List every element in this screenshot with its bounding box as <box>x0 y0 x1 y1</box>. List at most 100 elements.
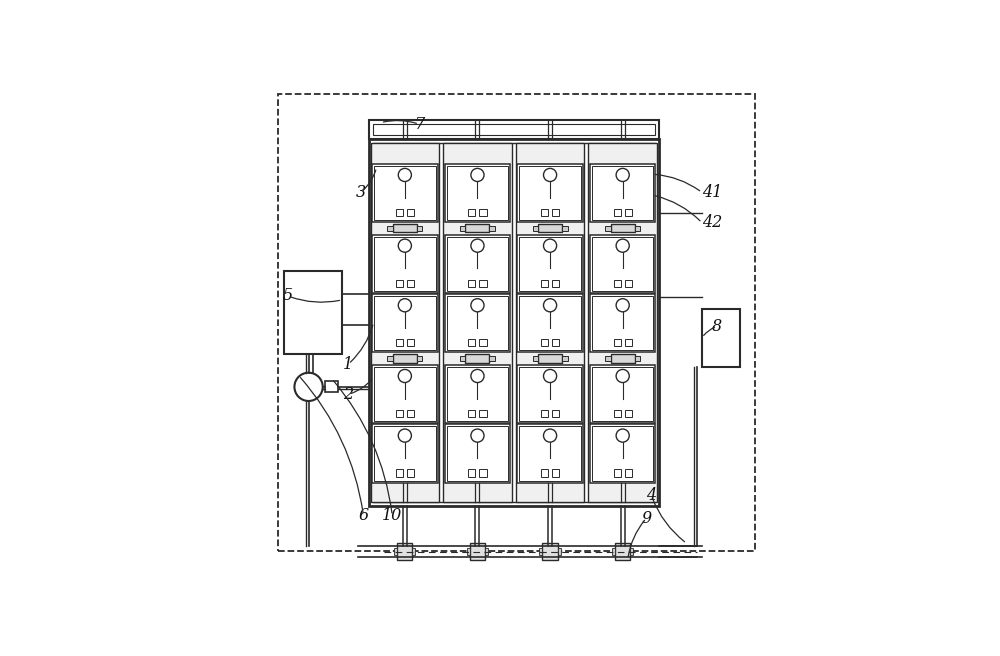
Bar <box>533 226 538 230</box>
Bar <box>397 543 412 560</box>
Circle shape <box>616 298 629 312</box>
Bar <box>517 235 583 293</box>
Bar <box>519 367 581 421</box>
Bar <box>519 296 581 350</box>
Bar <box>369 120 659 139</box>
Bar <box>374 367 436 421</box>
Bar <box>533 356 538 361</box>
Bar <box>542 543 558 560</box>
Bar <box>447 426 508 481</box>
Bar <box>479 410 487 417</box>
Bar <box>614 339 621 346</box>
Bar <box>470 543 485 560</box>
Bar <box>396 339 403 346</box>
Bar <box>445 164 510 222</box>
Bar <box>592 367 653 421</box>
Text: 7: 7 <box>414 115 424 133</box>
Circle shape <box>471 169 484 182</box>
Text: 10: 10 <box>382 507 402 524</box>
Bar <box>541 209 548 216</box>
Circle shape <box>544 429 557 442</box>
Bar <box>445 294 510 352</box>
Bar <box>630 548 633 555</box>
Bar <box>541 470 548 476</box>
Bar <box>387 356 393 361</box>
Text: 2: 2 <box>343 386 353 403</box>
Bar <box>614 470 621 476</box>
Circle shape <box>544 369 557 382</box>
Bar <box>373 144 655 501</box>
Circle shape <box>616 239 629 252</box>
Bar <box>489 226 495 230</box>
Circle shape <box>294 373 323 401</box>
Bar <box>396 209 403 216</box>
Circle shape <box>471 298 484 312</box>
Text: 5: 5 <box>283 287 293 304</box>
Circle shape <box>398 369 411 382</box>
Bar <box>412 548 415 555</box>
Bar <box>592 237 653 291</box>
Bar <box>552 279 559 287</box>
Bar <box>592 166 653 220</box>
Bar <box>284 271 342 354</box>
Bar <box>614 209 621 216</box>
Circle shape <box>616 429 629 442</box>
Bar <box>590 235 655 293</box>
Bar <box>516 144 584 501</box>
Bar <box>625 279 632 287</box>
Bar <box>372 424 438 483</box>
Bar <box>479 339 487 346</box>
Bar <box>615 543 630 560</box>
Bar <box>611 224 635 232</box>
Bar <box>374 296 436 350</box>
Bar <box>374 237 436 291</box>
Bar <box>519 426 581 481</box>
Bar <box>552 470 559 476</box>
Bar <box>387 226 393 230</box>
Bar <box>541 279 548 287</box>
Bar <box>517 424 583 483</box>
Bar <box>393 224 417 232</box>
Bar <box>479 209 487 216</box>
Bar <box>460 356 465 361</box>
Circle shape <box>471 429 484 442</box>
Text: 1: 1 <box>343 356 353 373</box>
Circle shape <box>544 169 557 182</box>
Bar <box>517 164 583 222</box>
Bar <box>445 235 510 293</box>
Text: 8: 8 <box>712 318 722 335</box>
Bar <box>541 339 548 346</box>
Bar <box>625 470 632 476</box>
Bar <box>614 279 621 287</box>
Bar <box>467 548 470 555</box>
Circle shape <box>544 239 557 252</box>
Circle shape <box>616 369 629 382</box>
Bar <box>372 365 438 423</box>
Bar <box>465 224 489 232</box>
Bar <box>479 279 487 287</box>
Bar <box>374 166 436 220</box>
Bar <box>625 410 632 417</box>
Bar <box>407 209 414 216</box>
Bar <box>485 548 488 555</box>
Bar <box>635 226 640 230</box>
Bar <box>447 367 508 421</box>
Bar <box>592 296 653 350</box>
Bar <box>445 365 510 423</box>
Bar <box>552 209 559 216</box>
Bar <box>407 339 414 346</box>
Bar <box>489 356 495 361</box>
Bar <box>519 237 581 291</box>
Circle shape <box>616 169 629 182</box>
Bar <box>417 226 422 230</box>
Bar <box>393 354 417 363</box>
Bar <box>372 164 438 222</box>
Bar <box>468 410 475 417</box>
Bar <box>517 365 583 423</box>
Bar <box>558 548 561 555</box>
Text: 6: 6 <box>358 507 369 524</box>
Bar <box>447 237 508 291</box>
Bar <box>590 294 655 352</box>
Text: 42: 42 <box>702 214 722 231</box>
Bar <box>407 279 414 287</box>
